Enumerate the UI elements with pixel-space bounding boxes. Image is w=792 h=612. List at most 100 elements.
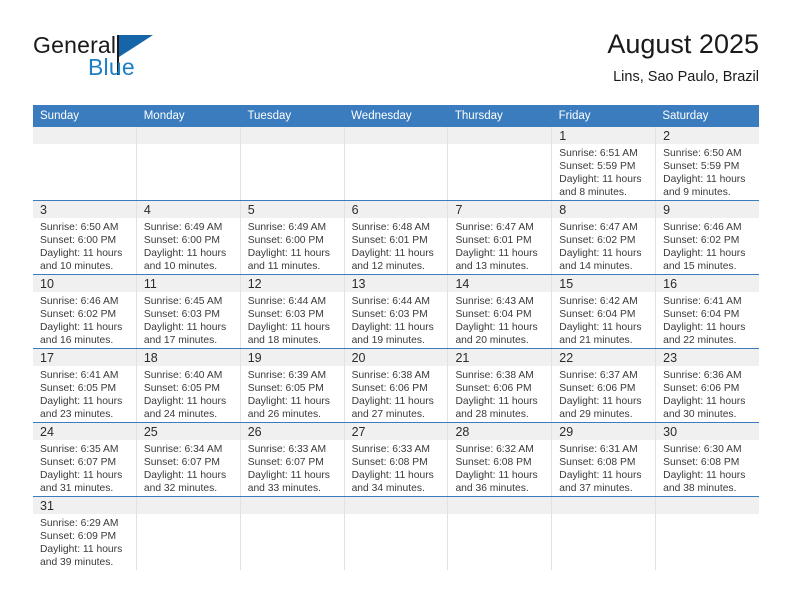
calendar-day-cell-7[interactable]: 7 Sunrise: 6:47 AM Sunset: 6:01 PM Daylight… <box>448 201 553 274</box>
day-number: 18 <box>143 351 158 365</box>
day-details: Sunrise: 6:46 AM Sunset: 6:02 PM Daylight:… <box>656 218 759 273</box>
logo-text-general: General <box>33 32 117 58</box>
calendar-day-cell-30[interactable]: 30 Sunrise: 6:30 AM Sunset: 6:08 PM Dayligh… <box>656 423 760 496</box>
day-detail-line: Sunset: 6:08 PM <box>351 457 428 469</box>
day-detail-line: and 39 minutes. <box>40 557 114 569</box>
day-detail-line: and 32 minutes. <box>143 483 218 495</box>
day-details: Sunrise: 6:49 AM Sunset: 6:00 PM Daylight:… <box>241 218 344 273</box>
day-detail-line: and 21 minutes. <box>559 335 633 347</box>
day-detail-line: Sunset: 6:06 PM <box>455 383 532 395</box>
day-detail-line: Sunrise: 6:46 AM <box>663 222 742 233</box>
day-detail-line: and 11 minutes. <box>247 261 321 273</box>
calendar-day-cell-10[interactable]: 10 Sunrise: 6:46 AM Sunset: 6:02 PM Dayligh… <box>33 275 137 348</box>
day-detail-line: Daylight: 11 hours <box>455 248 538 260</box>
calendar-day-cell-22[interactable]: 22 Sunrise: 6:37 AM Sunset: 6:06 PM Dayligh… <box>552 349 657 422</box>
calendar-day-cell-23[interactable]: 23 Sunrise: 6:36 AM Sunset: 6:06 PM Dayligh… <box>656 349 760 422</box>
day-detail-line: and 27 minutes. <box>351 409 425 421</box>
day-detail-line: Sunrise: 6:44 AM <box>247 296 327 307</box>
day-details: Sunrise: 6:49 AM Sunset: 6:00 PM Daylight:… <box>137 218 240 273</box>
day-number: 25 <box>143 425 158 439</box>
calendar-day-cell-17[interactable]: 17 Sunrise: 6:41 AM Sunset: 6:05 PM Dayligh… <box>33 349 137 422</box>
day-detail-line: Sunset: 6:05 PM <box>143 383 220 395</box>
calendar-day-cell-empty <box>448 497 553 570</box>
day-details: Sunrise: 6:50 AM Sunset: 5:59 PM Daylight:… <box>656 144 759 199</box>
day-number: 28 <box>455 425 470 439</box>
day-detail-line: Sunrise: 6:45 AM <box>143 296 223 307</box>
day-detail-line: Daylight: 11 hours <box>663 248 746 260</box>
calendar-day-cell-3[interactable]: 3 Sunrise: 6:50 AM Sunset: 6:00 PM Daylight… <box>33 201 137 274</box>
day-detail-line: Sunrise: 6:34 AM <box>143 444 223 455</box>
calendar-day-cell-5[interactable]: 5 Sunrise: 6:49 AM Sunset: 6:00 PM Daylight… <box>240 201 345 274</box>
day-details: Sunrise: 6:47 AM Sunset: 6:02 PM Daylight:… <box>552 218 655 273</box>
day-detail-line: and 13 minutes. <box>455 261 529 273</box>
day-details <box>448 514 551 517</box>
calendar-day-cell-11[interactable]: 11 Sunrise: 6:45 AM Sunset: 6:03 PM Dayligh… <box>136 275 241 348</box>
day-detail-line: Sunset: 6:03 PM <box>247 309 324 321</box>
day-number: 1 <box>559 129 567 143</box>
day-detail-line: Sunrise: 6:51 AM <box>559 148 638 159</box>
day-detail-line: Sunrise: 6:49 AM <box>143 222 223 233</box>
day-number-band: 23 <box>656 349 760 366</box>
day-detail-line: Daylight: 11 hours <box>143 396 227 408</box>
day-detail-line: Daylight: 11 hours <box>40 544 123 556</box>
day-number: 21 <box>455 351 470 365</box>
day-details <box>552 514 655 517</box>
day-number-band <box>33 127 136 144</box>
day-detail-line: and 19 minutes. <box>351 335 425 347</box>
day-number-band: 11 <box>136 275 240 292</box>
calendar-day-cell-2[interactable]: 2 Sunrise: 6:50 AM Sunset: 5:59 PM Daylight… <box>656 127 760 200</box>
day-detail-line: Sunset: 6:00 PM <box>143 235 220 247</box>
day-number: 17 <box>40 351 54 365</box>
day-detail-line: Daylight: 11 hours <box>40 470 123 482</box>
day-detail-line: and 15 minutes. <box>663 261 737 273</box>
day-detail-line: Daylight: 11 hours <box>247 396 330 408</box>
day-number-band <box>552 497 656 514</box>
day-details <box>345 514 448 517</box>
day-number-band: 2 <box>656 127 760 144</box>
day-detail-line: and 24 minutes. <box>143 409 218 421</box>
calendar-day-cell-16[interactable]: 16 Sunrise: 6:41 AM Sunset: 6:04 PM Dayligh… <box>656 275 760 348</box>
calendar-day-cell-8[interactable]: 8 Sunrise: 6:47 AM Sunset: 6:02 PM Daylight… <box>552 201 657 274</box>
day-details <box>656 514 759 517</box>
day-detail-line: Sunrise: 6:42 AM <box>559 296 638 307</box>
calendar-day-cell-4[interactable]: 4 Sunrise: 6:49 AM Sunset: 6:00 PM Daylight… <box>136 201 241 274</box>
calendar-day-cell-28[interactable]: 28 Sunrise: 6:32 AM Sunset: 6:08 PM Dayligh… <box>448 423 553 496</box>
day-number: 26 <box>247 425 262 439</box>
day-detail-line: Daylight: 11 hours <box>455 396 538 408</box>
calendar-day-cell-empty <box>240 127 345 200</box>
calendar-day-cell-14[interactable]: 14 Sunrise: 6:43 AM Sunset: 6:04 PM Dayligh… <box>448 275 553 348</box>
calendar-day-cell-20[interactable]: 20 Sunrise: 6:38 AM Sunset: 6:06 PM Dayligh… <box>344 349 449 422</box>
calendar-day-cell-19[interactable]: 19 Sunrise: 6:39 AM Sunset: 6:05 PM Dayligh… <box>240 349 345 422</box>
calendar-day-cell-31[interactable]: 31 Sunrise: 6:29 AM Sunset: 6:09 PM Dayligh… <box>33 497 137 570</box>
calendar-day-cell-empty <box>344 127 449 200</box>
page-title: August 2025 <box>607 29 759 59</box>
calendar-day-cell-13[interactable]: 13 Sunrise: 6:44 AM Sunset: 6:03 PM Dayligh… <box>344 275 449 348</box>
day-detail-line: Daylight: 11 hours <box>351 322 434 334</box>
calendar-day-cell-empty <box>344 497 449 570</box>
calendar-day-cell-29[interactable]: 29 Sunrise: 6:31 AM Sunset: 6:08 PM Dayligh… <box>552 423 657 496</box>
calendar-weeks: 1 Sunrise: 6:51 AM Sunset: 5:59 PM Daylight… <box>33 127 760 570</box>
day-detail-line: Daylight: 11 hours <box>247 248 330 260</box>
calendar-day-cell-9[interactable]: 9 Sunrise: 6:46 AM Sunset: 6:02 PM Daylight… <box>656 201 760 274</box>
day-details <box>241 514 344 517</box>
calendar-day-cell-18[interactable]: 18 Sunrise: 6:40 AM Sunset: 6:05 PM Dayligh… <box>136 349 241 422</box>
day-number-band: 13 <box>344 275 448 292</box>
calendar-day-cell-27[interactable]: 27 Sunrise: 6:33 AM Sunset: 6:08 PM Dayligh… <box>344 423 449 496</box>
calendar-day-cell-12[interactable]: 12 Sunrise: 6:44 AM Sunset: 6:03 PM Dayligh… <box>240 275 345 348</box>
day-detail-line: Sunset: 6:02 PM <box>40 309 117 321</box>
calendar-day-cell-25[interactable]: 25 Sunrise: 6:34 AM Sunset: 6:07 PM Dayligh… <box>136 423 241 496</box>
day-detail-line: Sunrise: 6:33 AM <box>351 444 430 455</box>
calendar-day-cell-26[interactable]: 26 Sunrise: 6:33 AM Sunset: 6:07 PM Dayligh… <box>240 423 345 496</box>
day-number-band: 4 <box>136 201 240 218</box>
calendar-day-cell-24[interactable]: 24 Sunrise: 6:35 AM Sunset: 6:07 PM Dayligh… <box>33 423 137 496</box>
day-detail-line: Daylight: 11 hours <box>143 322 227 334</box>
calendar-day-cell-6[interactable]: 6 Sunrise: 6:48 AM Sunset: 6:01 PM Daylight… <box>344 201 449 274</box>
day-details <box>345 144 448 147</box>
day-detail-line: and 8 minutes. <box>559 187 627 199</box>
day-detail-line: Sunset: 5:59 PM <box>663 161 740 173</box>
calendar-day-cell-1[interactable]: 1 Sunrise: 6:51 AM Sunset: 5:59 PM Daylight… <box>552 127 657 200</box>
calendar-day-cell-15[interactable]: 15 Sunrise: 6:42 AM Sunset: 6:04 PM Dayligh… <box>552 275 657 348</box>
day-details <box>448 144 551 147</box>
day-number-band <box>240 497 344 514</box>
calendar-day-cell-21[interactable]: 21 Sunrise: 6:38 AM Sunset: 6:06 PM Dayligh… <box>448 349 553 422</box>
